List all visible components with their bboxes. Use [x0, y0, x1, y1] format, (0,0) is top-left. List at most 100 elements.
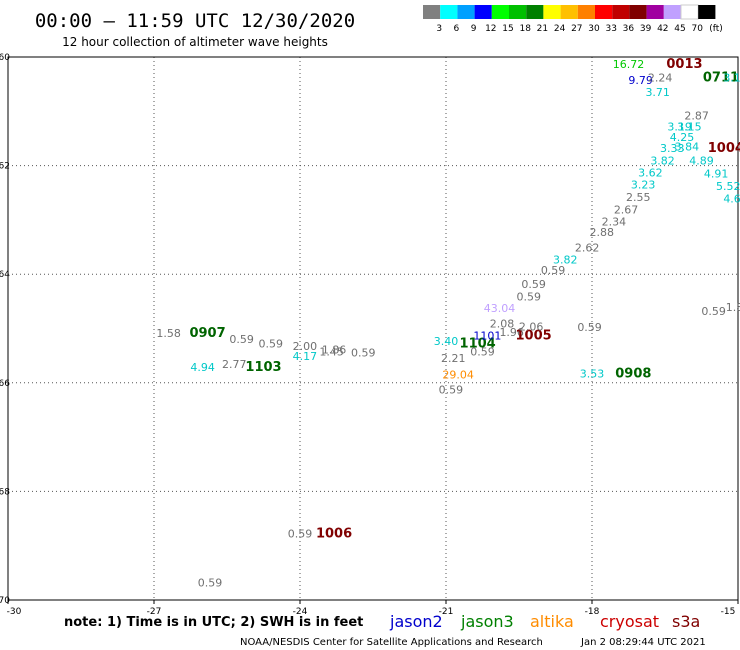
- satellite-name: s3a: [672, 612, 700, 631]
- satellite-legend: jason2 jason3 altika cryosat s3a: [389, 612, 700, 631]
- wave-height-label: 0.59: [521, 278, 546, 291]
- wave-height-label: 3.82: [650, 155, 675, 168]
- legend-swatch: [560, 5, 578, 19]
- legend-unit: (ft): [709, 24, 723, 34]
- grid-lines: [8, 57, 738, 600]
- legend-label: 30: [588, 24, 600, 34]
- wave-height-label: 3.53: [580, 367, 605, 380]
- wave-height-label: 9.79: [628, 74, 653, 87]
- footer-credit: NOAA/NESDIS Center for Satellite Applica…: [240, 637, 543, 648]
- x-tick-label: -27: [147, 607, 162, 617]
- wave-height-label: 2.88: [589, 226, 614, 239]
- wave-height-label: 2.24: [648, 71, 673, 84]
- wave-height-label: 0.59: [229, 333, 254, 346]
- color-legend: 3 6 9 12 15 18 21 24 27 30 33 36 39 42 45 70: [423, 4, 716, 34]
- y-tick-label: -64: [0, 270, 10, 280]
- wave-height-label: 16.72: [613, 58, 645, 71]
- legend-swatch: [526, 5, 544, 19]
- x-tick-label: -30: [7, 607, 22, 617]
- x-tick-label: -21: [439, 607, 454, 617]
- footer-timestamp: Jan 2 08:29:44 UTC 2021: [580, 637, 706, 648]
- legend-swatch: [509, 5, 527, 19]
- wave-height-label: 0.59: [288, 528, 313, 541]
- wave-height-label: 0.59: [470, 346, 495, 359]
- wave-height-label: 2.55: [626, 191, 651, 204]
- wave-height-labels: 1.58 0907 0.59 0.59 2.00 1.861.45 0.594.94 2.77…: [156, 57, 740, 590]
- wave-height-label: 3.84: [675, 140, 700, 153]
- pass-time-label: 0711: [703, 70, 739, 85]
- wave-height-label: 1.86: [322, 343, 347, 356]
- wave-height-label: 4.25: [670, 131, 695, 144]
- pass-time-label: 0013: [666, 57, 702, 72]
- wave-height-label: 1.45: [319, 346, 344, 359]
- wave-height-label: 3.40: [434, 335, 459, 348]
- wave-height-label: 2.08: [490, 317, 515, 330]
- legend-swatch: [663, 5, 681, 19]
- legend-swatch: [457, 5, 475, 19]
- legend-label: 18: [519, 24, 531, 34]
- axes: -30 -27 -24 -21 -18 -15 -60 -62 -64 -66 -68 -70: [0, 53, 739, 617]
- legend-swatch: [577, 5, 595, 19]
- pass-time-label: 1103: [245, 360, 281, 375]
- wave-height-label: 43.04: [484, 302, 516, 315]
- pass-time-label: 0908: [615, 366, 651, 381]
- pass-time-label: 0907: [189, 326, 225, 341]
- legend-swatch: [680, 4, 699, 20]
- wave-height-label: 1.87: [726, 301, 740, 314]
- legend-swatch: [423, 5, 441, 19]
- legend-swatch: [612, 5, 630, 19]
- legend-swatch: [698, 5, 716, 19]
- legend-label: 39: [640, 24, 652, 34]
- wave-height-label: 2.34: [602, 215, 627, 228]
- wave-height-label: 3.23: [631, 178, 656, 191]
- wave-height-label: 5.52: [716, 180, 740, 193]
- x-tick-label: -24: [293, 607, 308, 617]
- y-tick-label: -60: [0, 53, 10, 63]
- wave-height-label: 1101: [473, 329, 501, 342]
- wave-height-label: 4.67: [723, 193, 740, 206]
- x-tick-label: -18: [585, 607, 600, 617]
- wave-height-label: 3.82: [553, 253, 578, 266]
- wave-height-label: 2.77: [222, 358, 247, 371]
- legend-swatch: [440, 5, 458, 19]
- legend-label: 27: [571, 24, 582, 34]
- legend-swatch: [595, 5, 613, 19]
- legend-label: 42: [657, 24, 668, 34]
- pass-time-label: 1005: [516, 328, 552, 343]
- plot-frame: [7, 56, 739, 601]
- wave-height-label: 0.59: [701, 305, 726, 318]
- legend-label: 21: [537, 24, 548, 34]
- wave-height-label: 3.71: [645, 86, 670, 99]
- wave-height-label: 4.17: [293, 350, 318, 363]
- wave-height-label: 3.19: [667, 120, 692, 133]
- legend-swatch: [629, 5, 647, 19]
- wave-height-label: 2.00: [293, 340, 318, 353]
- satellite-name: cryosat: [600, 612, 659, 631]
- wave-height-label: 0.59: [439, 384, 464, 397]
- wave-height-label: 3.62: [638, 166, 663, 179]
- pass-time-label: 1104: [460, 337, 496, 352]
- wave-height-label: 2.62: [575, 241, 600, 254]
- wave-height-label: 0.59: [198, 576, 223, 589]
- legend-label: 33: [605, 24, 616, 34]
- wave-height-label: 3.13: [723, 71, 740, 84]
- y-tick-label: -66: [0, 379, 10, 389]
- satellite-name: altika: [530, 612, 574, 631]
- legend-label: 3: [436, 24, 442, 34]
- chart-subtitle: 12 hour collection of altimeter wave hei…: [62, 35, 328, 49]
- footer-note: note: 1) Time is in UTC; 2) SWH is in fe…: [64, 615, 363, 630]
- wave-height-label: 2.06: [519, 321, 544, 334]
- legend-label: 6: [454, 24, 460, 34]
- legend-swatch: [491, 5, 509, 19]
- y-tick-label: -70: [0, 596, 10, 606]
- wave-height-label: 0.59: [577, 321, 602, 334]
- wave-height-label: 4.94: [190, 361, 215, 374]
- satellite-name: jason2: [389, 612, 443, 631]
- wave-height-label: 3.33: [660, 142, 685, 155]
- wave-height-label: 0.59: [259, 338, 284, 351]
- wave-height-label: 0.59: [351, 347, 376, 360]
- wave-height-label: 0.59: [541, 264, 566, 277]
- legend-swatch: [646, 5, 664, 19]
- wave-height-label: 1.96: [499, 326, 524, 339]
